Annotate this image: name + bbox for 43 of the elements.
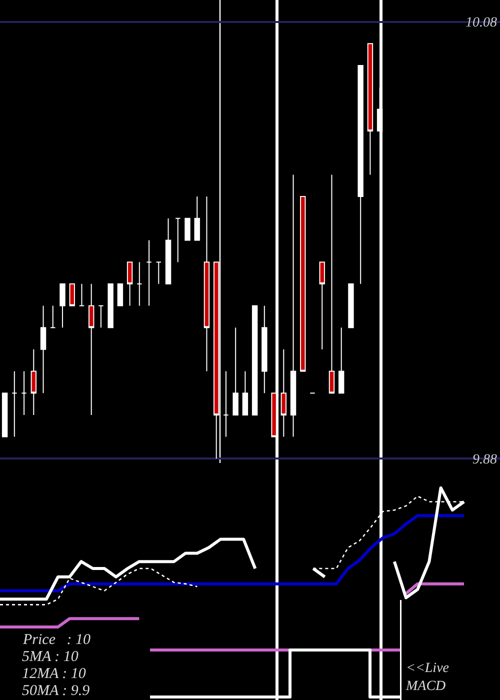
candlestick bbox=[194, 196, 200, 241]
candlestick bbox=[319, 262, 325, 350]
candlestick bbox=[40, 305, 46, 394]
y-tick-label: 10.08 bbox=[466, 16, 497, 31]
candlestick bbox=[348, 283, 354, 328]
candlestick bbox=[290, 174, 296, 438]
candlestick bbox=[78, 283, 85, 306]
text: 12MA : 10 bbox=[22, 666, 86, 682]
candlestick bbox=[358, 65, 364, 284]
candlestick bbox=[328, 174, 335, 394]
candlestick bbox=[12, 370, 18, 438]
candlestick bbox=[98, 305, 104, 328]
candlestick bbox=[184, 218, 190, 241]
y-tick-label: 9.88 bbox=[472, 452, 497, 468]
candlestick bbox=[338, 327, 344, 394]
candlestick bbox=[165, 218, 172, 284]
candlestick bbox=[204, 196, 210, 372]
text: <<Live MACD bbox=[405, 661, 449, 694]
candlestick bbox=[21, 370, 27, 416]
candlestick bbox=[242, 370, 248, 416]
candlestick bbox=[117, 283, 124, 306]
text: 5MA : 10 bbox=[22, 649, 79, 665]
candlestick bbox=[88, 283, 94, 416]
candlestick bbox=[367, 43, 374, 176]
candlestick bbox=[175, 218, 181, 263]
candlestick bbox=[156, 262, 162, 284]
candlestick bbox=[108, 283, 114, 328]
candlestick bbox=[262, 305, 268, 394]
candlestick bbox=[30, 348, 37, 416]
candlestick bbox=[50, 305, 56, 328]
candlestick bbox=[232, 327, 238, 416]
candlestick bbox=[126, 262, 133, 306]
text: Price : 10 bbox=[22, 632, 91, 648]
candlestick bbox=[146, 240, 152, 306]
candlestick bbox=[136, 262, 142, 306]
candlestick bbox=[223, 370, 229, 438]
candlestick bbox=[60, 283, 66, 328]
candlestick bbox=[69, 283, 75, 306]
candlestick bbox=[300, 196, 306, 372]
candlestick bbox=[252, 305, 258, 416]
text: 50MA : 9.9 bbox=[22, 683, 90, 699]
candlestick bbox=[280, 348, 287, 438]
candlestick bbox=[2, 392, 8, 438]
